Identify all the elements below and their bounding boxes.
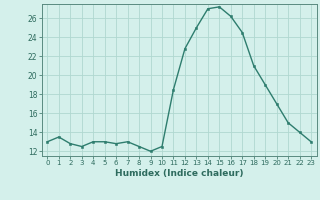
X-axis label: Humidex (Indice chaleur): Humidex (Indice chaleur) <box>115 169 244 178</box>
